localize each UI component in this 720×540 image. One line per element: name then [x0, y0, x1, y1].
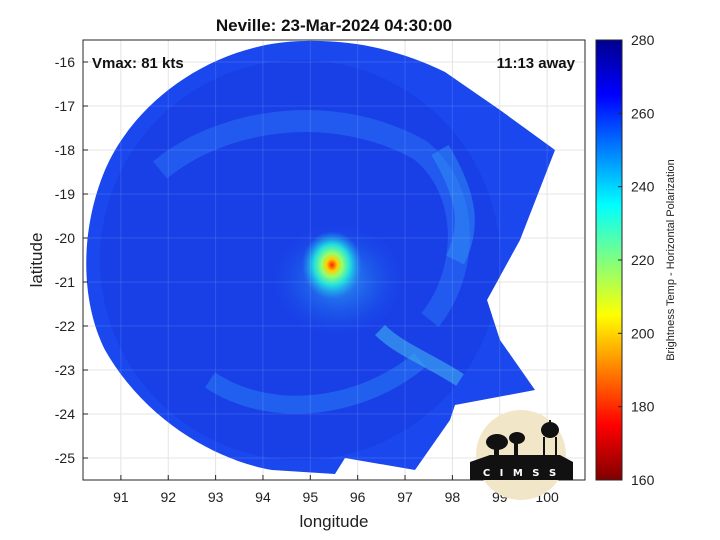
colorbar-tick-label: 160	[631, 472, 655, 488]
x-tick-label: 98	[445, 489, 461, 505]
x-tick-label: 95	[303, 489, 319, 505]
y-axis-title: latitude	[27, 233, 46, 288]
storm-eyewall	[302, 231, 362, 299]
x-tick-label: 91	[113, 489, 129, 505]
y-tick-label: -19	[55, 186, 75, 202]
y-tick-label: -22	[55, 318, 75, 334]
cimss-logo: C I M S S	[470, 410, 573, 500]
chart-title: Neville: 23-Mar-2024 04:30:00	[216, 16, 452, 35]
y-tick-label: -25	[55, 450, 75, 466]
x-axis-title: longitude	[299, 512, 368, 531]
y-tick-label: -17	[55, 98, 75, 114]
colorbar-ticks: 280 260 240 220 200 180 160	[618, 32, 655, 488]
x-tick-label: 94	[255, 489, 271, 505]
y-tick-label: -20	[55, 230, 75, 246]
colorbar-tick-label: 180	[631, 399, 655, 415]
x-tick-label: 92	[160, 489, 176, 505]
x-tick-label: 96	[350, 489, 366, 505]
colorbar-tick-label: 220	[631, 252, 655, 268]
colorbar-tick-label: 260	[631, 105, 655, 121]
y-tick-label: -16	[55, 54, 75, 70]
cimss-logo-text: C I M S S	[483, 468, 559, 479]
y-tick-label: -23	[55, 362, 75, 378]
y-tick-label: -18	[55, 142, 75, 158]
vmax-annotation: Vmax: 81 kts	[92, 55, 184, 72]
y-tick-label: -21	[55, 274, 75, 290]
time-away-annotation: 11:13 away	[497, 55, 576, 72]
y-axis-ticks: -16 -17 -18 -19 -20 -21 -22 -23 -24 -25	[55, 54, 88, 466]
x-tick-label: 97	[397, 489, 413, 505]
colorbar-label: Brightness Temp - Horizontal Polarizatio…	[665, 159, 677, 361]
x-tick-label: 93	[208, 489, 224, 505]
colorbar	[595, 39, 623, 481]
y-tick-label: -24	[55, 406, 75, 422]
colorbar-tick-label: 200	[631, 325, 655, 341]
colorbar-tick-label: 280	[631, 32, 655, 48]
colorbar-tick-label: 240	[631, 179, 655, 195]
